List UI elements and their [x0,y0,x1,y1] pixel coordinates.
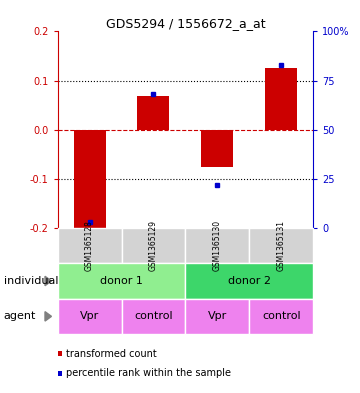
Text: control: control [134,311,173,321]
Text: GSM1365131: GSM1365131 [277,220,286,271]
Text: Vpr: Vpr [208,311,227,321]
Text: control: control [262,311,301,321]
Text: GSM1365129: GSM1365129 [149,220,158,271]
Bar [201,130,233,167]
Text: transformed count: transformed count [66,349,156,359]
Text: individual: individual [4,276,58,286]
Title: GDS5294 / 1556672_a_at: GDS5294 / 1556672_a_at [105,17,265,30]
Bar [265,68,297,130]
Bar [73,130,105,228]
Text: GSM1365130: GSM1365130 [213,220,222,271]
Text: Vpr: Vpr [80,311,99,321]
Text: donor 2: donor 2 [228,276,271,286]
Text: percentile rank within the sample: percentile rank within the sample [66,368,230,378]
Bar [138,96,170,130]
Text: GSM1365128: GSM1365128 [85,220,94,271]
Text: agent: agent [4,311,36,321]
Text: donor 1: donor 1 [100,276,143,286]
